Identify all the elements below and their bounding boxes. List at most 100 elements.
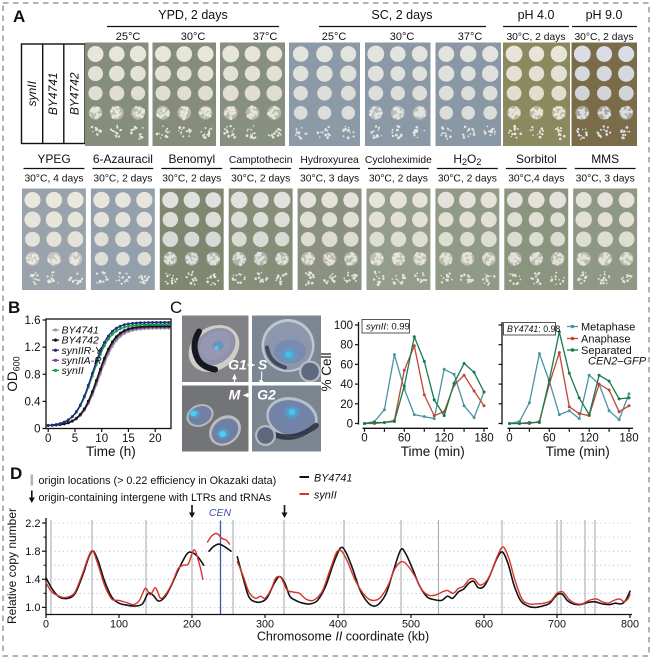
svg-text:37°C: 37°C [458,31,483,43]
svg-text:% Cell: % Cell [319,352,334,391]
svg-text:10: 10 [95,433,108,445]
svg-text:1.8: 1.8 [25,546,40,558]
svg-text:Time (min): Time (min) [546,444,610,459]
svg-text:0: 0 [43,619,49,631]
svg-text:0.8: 0.8 [25,369,41,381]
svg-text:30°C, 3 days: 30°C, 3 days [300,174,359,185]
svg-text:100: 100 [334,320,353,332]
svg-text:BY4742: BY4742 [62,335,100,347]
svg-text:30°C, 3 days: 30°C, 3 days [576,174,635,185]
svg-text:30°C, 2 days: 30°C, 2 days [369,174,428,185]
svg-text:2.2: 2.2 [25,518,40,530]
svg-text:5: 5 [72,433,78,445]
svg-text:H2O2: H2O2 [453,152,481,167]
svg-text:synIIR-Y: synIIR-Y [62,345,103,357]
svg-text:60: 60 [398,433,411,445]
svg-text:0: 0 [34,424,40,436]
svg-text:BY4741: BY4741 [62,325,99,337]
svg-text:Cycloheximide: Cycloheximide [365,155,432,166]
svg-text:30°C, 2 days: 30°C, 2 days [231,174,290,185]
svg-text:CEN2–GFP: CEN2–GFP [588,356,647,368]
svg-text:400: 400 [329,619,347,631]
svg-text:synII: 0.99: synII: 0.99 [366,322,410,333]
svg-text:700: 700 [548,619,566,631]
svg-text:pH 4.0: pH 4.0 [518,8,555,22]
svg-text:180: 180 [619,433,638,445]
svg-text:30°C, 4 days: 30°C, 4 days [24,174,83,185]
svg-text:D: D [10,464,22,483]
svg-text:pH 9.0: pH 9.0 [586,8,623,22]
svg-text:Sorbitol: Sorbitol [516,152,557,166]
svg-text:origin-containing intergene wi: origin-containing intergene with LTRs an… [39,492,272,504]
svg-text:0: 0 [45,433,51,445]
svg-text:BY4741: BY4741 [314,473,352,485]
svg-text:800: 800 [621,619,639,631]
svg-text:BY4742: BY4742 [67,72,81,115]
svg-text:BY4741: 0.98: BY4741: 0.98 [507,324,560,334]
svg-text:CEN: CEN [209,507,232,519]
svg-text:120: 120 [435,433,454,445]
svg-text:25°C: 25°C [116,31,141,43]
svg-text:30°C: 30°C [390,31,415,43]
svg-text:300: 300 [256,619,274,631]
svg-text:S: S [258,357,268,373]
svg-text:30°C: 30°C [181,31,206,43]
svg-text:6-Azauracil: 6-Azauracil [93,152,153,166]
svg-text:M: M [229,387,241,403]
svg-text:20: 20 [340,399,353,411]
svg-text:0: 0 [347,419,353,431]
svg-text:SC, 2 days: SC, 2 days [371,8,432,22]
svg-text:15: 15 [122,433,135,445]
svg-text:30°C, 2 days: 30°C, 2 days [162,174,221,185]
svg-text:G1: G1 [228,357,247,373]
svg-text:Benomyl: Benomyl [168,152,215,166]
svg-text:30°C,4 days: 30°C,4 days [508,174,564,185]
svg-text:Relative copy number: Relative copy number [5,508,19,624]
svg-text:60: 60 [543,433,556,445]
svg-text:origin locations (> 0.22 effic: origin locations (> 0.22 efficiency in O… [39,475,277,487]
svg-text:0: 0 [361,433,367,445]
svg-text:25°C: 25°C [322,31,347,43]
svg-text:30°C, 2 days: 30°C, 2 days [438,174,497,185]
svg-text:0: 0 [506,433,512,445]
svg-text:200: 200 [183,619,201,631]
svg-text:A: A [13,7,25,26]
svg-text:1.2: 1.2 [25,342,41,354]
svg-text:100: 100 [110,619,128,631]
svg-text:Metaphase: Metaphase [581,321,635,333]
svg-text:YPEG: YPEG [37,152,70,166]
svg-text:1.6: 1.6 [25,315,41,327]
svg-text:30°C, 2 days: 30°C, 2 days [93,174,152,185]
svg-text:600: 600 [475,619,493,631]
svg-text:40: 40 [340,379,353,391]
svg-text:500: 500 [402,619,420,631]
svg-text:Camptothecin: Camptothecin [229,155,293,166]
svg-text:Chromosome II coordinate (kb): Chromosome II coordinate (kb) [257,630,429,644]
svg-text:Separated: Separated [581,345,632,357]
svg-text:BY4741: BY4741 [46,72,60,115]
svg-text:Anaphase: Anaphase [581,333,631,345]
svg-text:MMS: MMS [591,152,619,166]
svg-text:Time (min): Time (min) [401,444,465,459]
svg-text:synII: synII [25,80,39,106]
svg-text:80: 80 [340,340,353,352]
svg-text:20: 20 [149,433,162,445]
svg-text:Time (h): Time (h) [86,444,136,459]
svg-text:1.0: 1.0 [25,602,40,614]
svg-text:synIIA-R: synIIA-R [62,355,103,367]
svg-text:180: 180 [474,433,493,445]
svg-text:synII: synII [314,490,337,502]
svg-text:1.4: 1.4 [25,574,40,586]
svg-text:0.4: 0.4 [25,396,42,408]
svg-text:37°C: 37°C [253,31,278,43]
svg-text:Hydroxyurea: Hydroxyurea [300,155,359,166]
svg-text:B: B [8,298,20,317]
svg-text:30°C, 2 days: 30°C, 2 days [506,32,565,43]
svg-text:synII: synII [62,365,84,377]
svg-text:30°C, 2 days: 30°C, 2 days [574,32,633,43]
svg-text:YPD, 2 days: YPD, 2 days [158,8,227,22]
svg-text:C: C [170,298,182,317]
svg-text:60: 60 [340,359,353,371]
svg-text:120: 120 [580,433,599,445]
svg-text:G2: G2 [257,387,276,403]
